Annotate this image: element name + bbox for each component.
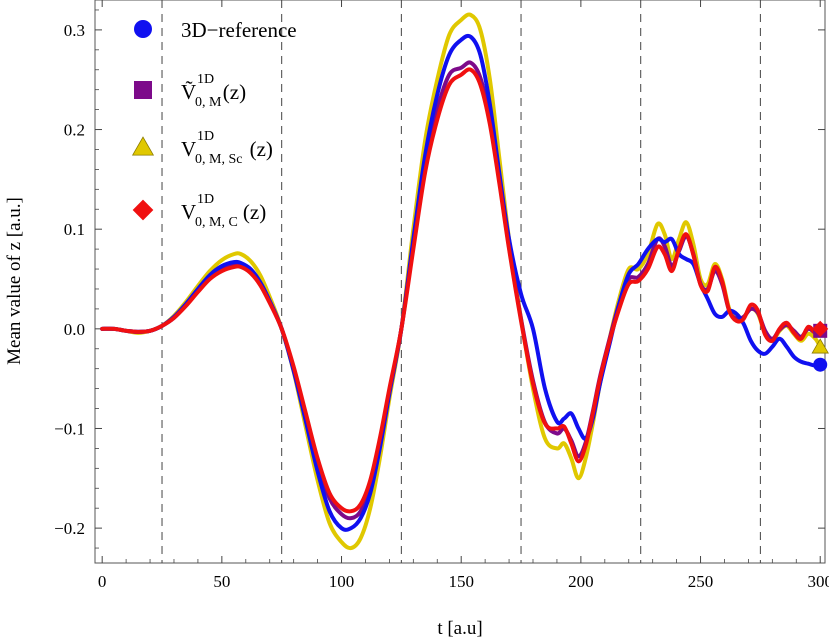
legend-label-tail: (z) bbox=[243, 200, 266, 224]
legend-label-superscript: 1D bbox=[197, 192, 214, 207]
series-end-marker bbox=[813, 357, 828, 372]
legend-label-tail: (z) bbox=[223, 80, 246, 104]
x-tick-label: 300 bbox=[807, 572, 829, 591]
x-tick-label: 250 bbox=[688, 572, 714, 591]
x-tick-label: 0 bbox=[98, 572, 107, 591]
series-lines bbox=[100, 12, 823, 551]
x-axis-title: t [a.u] bbox=[437, 618, 482, 639]
legend-label: 3D−reference bbox=[181, 18, 297, 42]
x-tick-label: 50 bbox=[213, 572, 230, 591]
legend-label-subscript: 0, M, C bbox=[195, 215, 238, 230]
legend-marker bbox=[134, 20, 152, 38]
legend-label-superscript: 1D bbox=[197, 129, 214, 144]
legend-label-subscript: 0, M bbox=[195, 95, 222, 110]
legend-label: V bbox=[181, 200, 196, 224]
legend-label-tail: (z) bbox=[250, 137, 273, 161]
legend-marker bbox=[132, 199, 154, 221]
y-tick-label: −0.2 bbox=[54, 519, 85, 538]
series-end-marker bbox=[812, 320, 829, 337]
legend-label: V bbox=[181, 137, 196, 161]
y-axis-title: Mean value of z [a.u.] bbox=[4, 197, 25, 365]
x-tick-label: 100 bbox=[329, 572, 355, 591]
series-line bbox=[100, 67, 823, 514]
series-end-markers bbox=[811, 320, 829, 372]
series-end-marker bbox=[811, 338, 829, 354]
y-tick-label: −0.1 bbox=[54, 419, 85, 438]
x-tick-label: 200 bbox=[568, 572, 594, 591]
legend-label: Ṽ bbox=[181, 80, 196, 104]
y-axis-ticks: −0.2 −0.1 0.0 0.1 0.2 0.3 bbox=[54, 9, 825, 549]
x-tick-label: 150 bbox=[448, 572, 474, 591]
legend-marker bbox=[131, 136, 155, 156]
y-tick-label: 0.2 bbox=[64, 121, 85, 140]
x-axis-ticks: 0 50 100 150 200 250 300 bbox=[98, 0, 829, 591]
y-tick-label: 0.3 bbox=[64, 21, 85, 40]
legend-marker bbox=[134, 81, 152, 99]
legend-label-superscript: 1D bbox=[197, 72, 214, 87]
plot-frame bbox=[94, 0, 826, 564]
y-tick-label: 0.0 bbox=[64, 320, 85, 339]
legend-label-subscript: 0, M, Sc bbox=[195, 152, 242, 167]
y-tick-label: 0.1 bbox=[64, 220, 85, 239]
divider-lines bbox=[161, 0, 761, 563]
